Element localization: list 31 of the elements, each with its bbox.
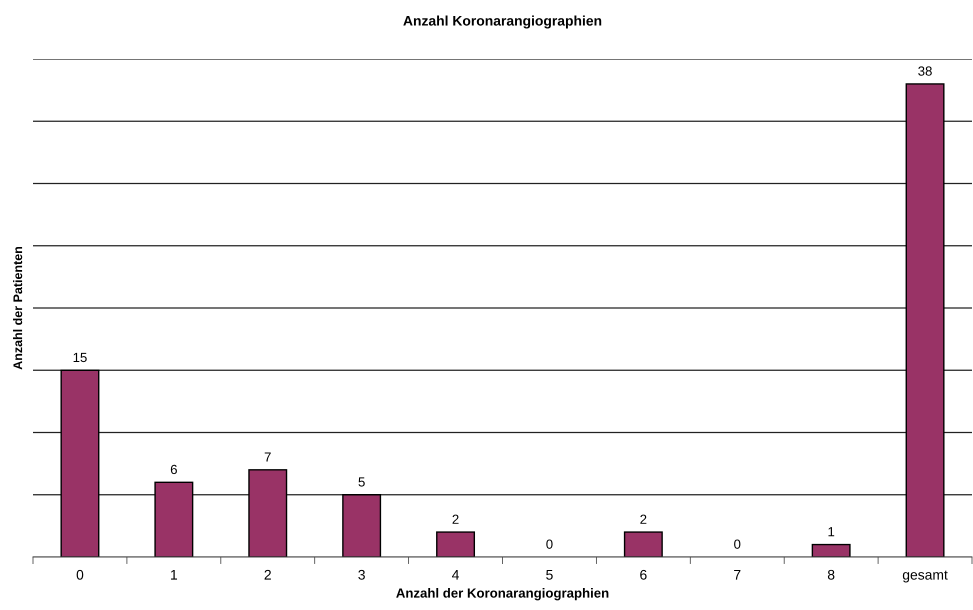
- x-tick-label: 1: [171, 570, 178, 580]
- data-label: 6: [170, 464, 177, 474]
- bar: [624, 531, 663, 557]
- x-tick-label: 4: [452, 570, 460, 580]
- bar: [60, 370, 100, 557]
- data-label: 38: [918, 66, 932, 76]
- data-label: 0: [734, 539, 740, 549]
- x-tick-label: 5: [546, 570, 553, 580]
- bar: [436, 531, 476, 557]
- bar: [906, 83, 945, 557]
- bar: [342, 494, 382, 557]
- data-label: 2: [452, 514, 459, 524]
- x-axis-title: Anzahl der Koronarangiographien: [396, 588, 608, 600]
- data-label: 0: [546, 539, 553, 549]
- x-tick-label: 6: [640, 570, 647, 580]
- bar: [248, 469, 288, 557]
- bar: [812, 544, 851, 557]
- x-tick-label: 3: [358, 570, 365, 580]
- x-tick-label: 7: [734, 570, 740, 580]
- bar: [154, 482, 194, 557]
- data-label: 1: [828, 527, 834, 536]
- y-axis-title: Anzahl der Patienten: [13, 246, 22, 370]
- data-label: 15: [74, 352, 87, 362]
- x-tick-label: 0: [76, 570, 84, 580]
- x-tick-label: 8: [828, 570, 834, 580]
- chart-title: Anzahl Koronarangiographien: [403, 15, 602, 29]
- data-label: 5: [358, 477, 365, 487]
- x-tick-label: gesamt: [902, 570, 948, 582]
- x-tick-label: 2: [264, 570, 271, 580]
- data-label: 7: [264, 452, 271, 462]
- data-label: 2: [640, 514, 646, 524]
